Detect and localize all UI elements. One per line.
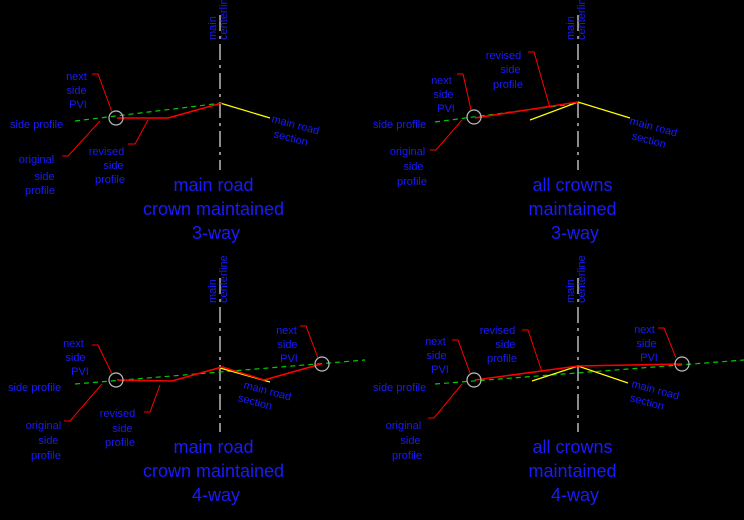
centerline-label: main centerline xyxy=(565,0,588,40)
panel-caption: main road crown maintained 3-way xyxy=(143,175,289,243)
main-road-section-label: main road section xyxy=(237,379,296,418)
main-road-section-line xyxy=(531,365,629,384)
leader-original xyxy=(430,119,463,151)
leader-original xyxy=(428,383,463,419)
pvi-circle-left xyxy=(108,372,124,388)
revised-side-profile-line xyxy=(117,102,223,119)
revised-side-profile-label: revised side profile xyxy=(480,325,519,365)
revised-side-profile-label: revised side profile xyxy=(89,146,128,186)
panel-bl: main centerline next side PVI next side … xyxy=(8,255,366,505)
leader-revised xyxy=(522,329,543,373)
leader-next-pvi-left xyxy=(92,344,113,375)
original-side-profile-label: original side profile xyxy=(386,420,425,462)
leader-next-pvi-right xyxy=(300,325,319,359)
revised-side-profile-line xyxy=(116,363,322,382)
next-side-pvi-label-right: next side PVI xyxy=(276,325,301,365)
revised-side-profile-line xyxy=(474,101,579,119)
side-profile-line xyxy=(74,102,223,122)
leader-revised xyxy=(144,384,161,413)
panel-tr: main centerline next side PVI side profi… xyxy=(373,0,682,243)
side-profile-label: side profile xyxy=(373,119,426,131)
pvi-circle-right xyxy=(314,356,330,372)
pvi-circle xyxy=(466,109,482,125)
panel-caption: all crowns maintained 4-way xyxy=(528,437,621,505)
leader-next-pvi-left xyxy=(452,339,471,374)
centerline-label: main centerline xyxy=(207,255,230,303)
main-road-section-label: main road section xyxy=(625,115,682,154)
next-side-pvi-label: next side PVI xyxy=(431,75,457,115)
panel-caption: main road crown maintained 4-way xyxy=(143,437,289,505)
leader-original xyxy=(64,383,103,422)
revised-side-profile-line xyxy=(474,363,683,381)
leader-revised xyxy=(128,119,149,145)
panel-br: main centerline next side PVI next side … xyxy=(373,255,744,505)
main-road-section-line xyxy=(219,102,271,119)
side-profile-label: side profile xyxy=(10,119,63,131)
side-profile-label: side profile xyxy=(373,382,426,394)
centerline-label: main centerline xyxy=(565,255,588,303)
main-road-section-label: main road section xyxy=(267,113,324,152)
next-side-pvi-label-left: next side PVI xyxy=(425,336,450,376)
leader-revised xyxy=(528,51,551,109)
main-road-section-label: main road section xyxy=(627,378,684,417)
panel-tl: main centerline next side PVI side profi… xyxy=(10,0,324,243)
panel-caption: all crowns maintained 3-way xyxy=(528,175,621,243)
next-side-pvi-label-right: next side PVI xyxy=(634,324,660,364)
pvi-circle-right xyxy=(674,356,690,372)
revised-side-profile-label: revised side profile xyxy=(100,408,139,449)
original-side-profile-label: original side profile xyxy=(26,420,65,462)
next-side-pvi-label: next side PVI xyxy=(66,71,90,111)
pvi-circle-left xyxy=(466,372,482,388)
leader-original xyxy=(62,120,101,157)
revised-side-profile-label: revised side profile xyxy=(486,50,525,91)
side-profile-label: side profile xyxy=(8,382,61,394)
leader-next-pvi xyxy=(92,73,113,113)
centerline-label: main centerline xyxy=(207,0,230,40)
original-side-profile-label: original side profile xyxy=(19,154,58,197)
original-side-profile-label: original side profile xyxy=(390,146,429,188)
leader-next-pvi-right xyxy=(658,327,677,359)
leader-next-pvi xyxy=(457,73,472,111)
main-road-section-line xyxy=(529,101,631,121)
side-profile-line xyxy=(434,359,744,385)
next-side-pvi-label-left: next side PVI xyxy=(63,338,89,378)
pvi-circle xyxy=(108,110,124,126)
